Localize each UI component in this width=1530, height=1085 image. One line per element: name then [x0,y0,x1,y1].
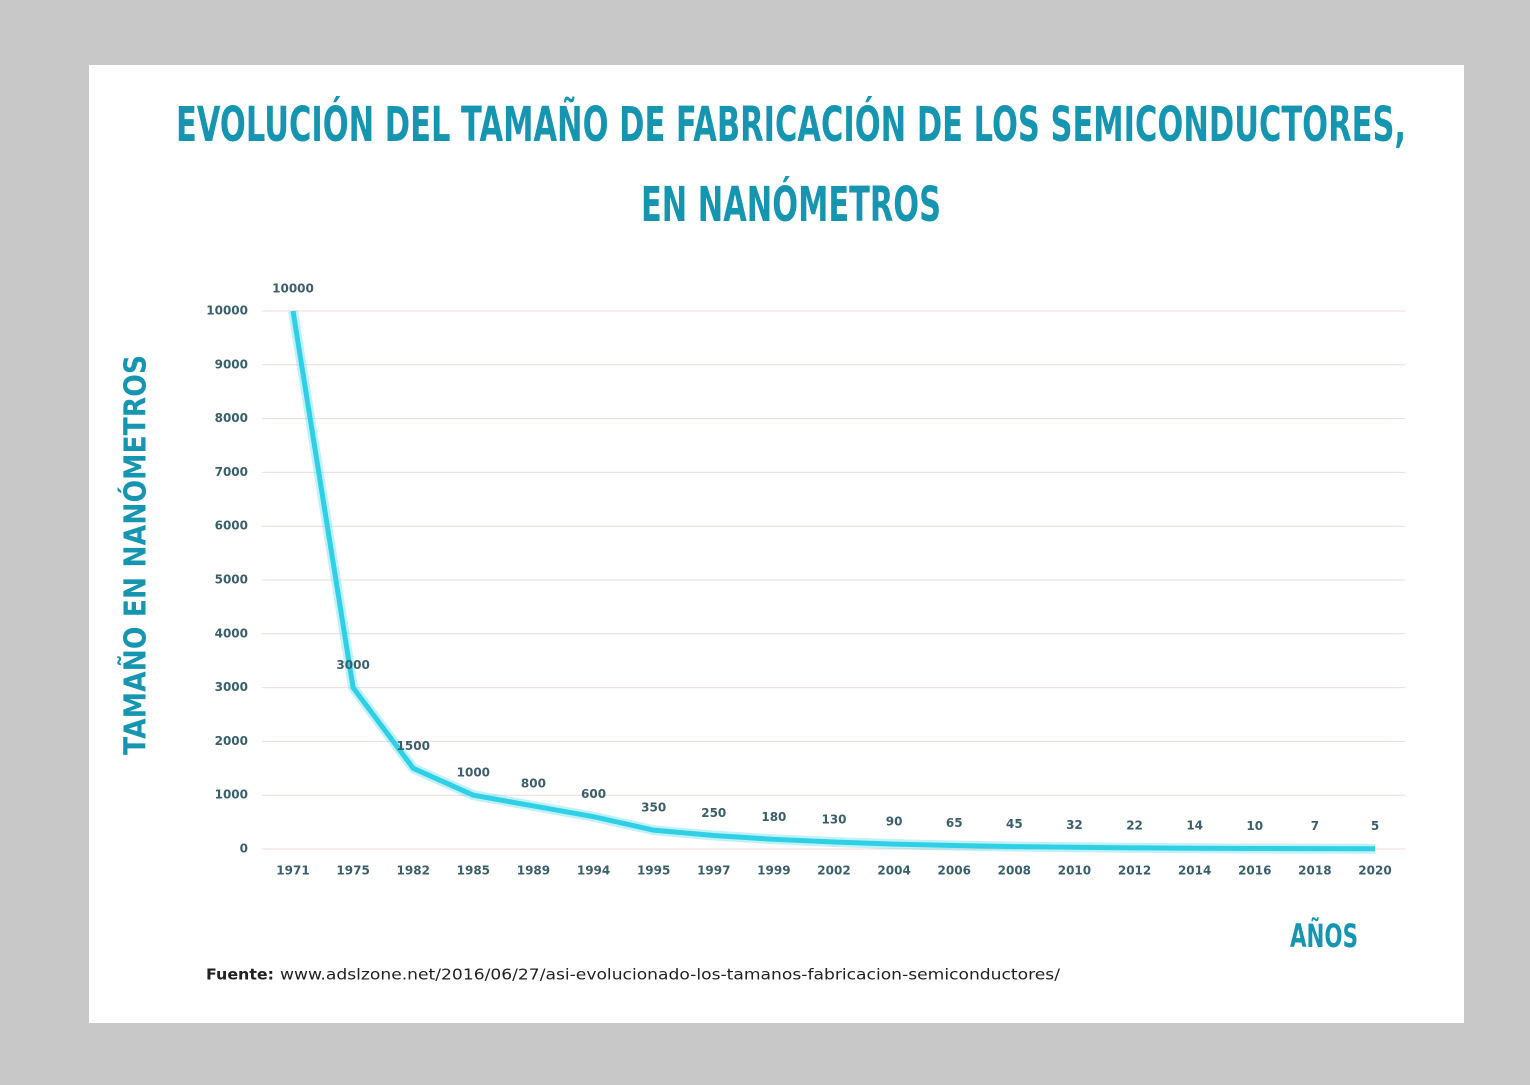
chart-title: EVOLUCIÓN DEL TAMAÑO DE FABRICACIÓN DE L… [176,96,1406,153]
y-axis-label: TAMAÑO EN NANÓMETROS [117,355,154,755]
x-tick-label: 1989 [517,864,550,878]
x-tick-label: 1982 [397,864,430,878]
y-tick-label: 3000 [215,680,248,694]
data-label: 22 [1126,818,1143,832]
y-tick-label: 6000 [215,519,248,533]
source-label: Fuente: [206,966,274,984]
x-tick-label: 1971 [276,864,309,878]
x-tick-label: 2016 [1238,864,1271,878]
data-label: 32 [1066,818,1083,832]
x-tick-label: 2002 [817,864,850,878]
card [89,65,1464,1023]
y-tick-label: 4000 [215,626,248,640]
x-tick-label: 2008 [998,864,1031,878]
x-tick-label: 1985 [457,864,490,878]
chart-title: EN NANÓMETROS [641,176,941,233]
y-tick-label: 7000 [215,465,248,479]
data-label: 250 [701,806,726,820]
data-label: 10000 [272,282,314,296]
x-tick-label: 2014 [1178,864,1211,878]
y-tick-label: 0 [240,842,248,856]
x-tick-label: 1994 [577,864,610,878]
x-tick-label: 1999 [757,864,790,878]
x-axis-label: AÑOS [1290,917,1358,955]
y-tick-label: 1000 [215,788,248,802]
data-label: 65 [946,816,963,830]
data-label: 90 [886,815,903,829]
y-tick-label: 10000 [206,304,248,318]
y-tick-label: 2000 [215,734,248,748]
x-tick-label: 1997 [697,864,730,878]
line [290,310,1376,852]
data-label: 1000 [457,766,490,780]
x-tick-label: 2018 [1298,864,1331,878]
y-tick-label: 9000 [215,357,248,371]
data-label: 600 [581,787,606,801]
data-label: 350 [641,801,666,815]
data-label: 10 [1246,819,1263,833]
x-tick-label: 2004 [877,864,910,878]
data-label: 1500 [397,739,430,753]
x-tick-label: 1975 [336,864,369,878]
data-label: 14 [1186,819,1203,833]
data-label: 5 [1371,819,1379,833]
data-label: 7 [1311,819,1319,833]
data-label: 3000 [336,658,369,672]
x-tick-label: 2010 [1058,864,1091,878]
x-tick-label: 2020 [1358,864,1391,878]
x-tick-label: 2006 [938,864,971,878]
source-text: www.adslzone.net/2016/06/27/asi-evolucio… [280,966,1061,984]
y-tick-label: 5000 [215,573,248,587]
data-label: 800 [521,776,546,790]
data-label: 180 [761,810,786,824]
x-tick-label: 1995 [637,864,670,878]
x-tick-label: 2012 [1118,864,1151,878]
y-tick-label: 8000 [215,411,248,425]
data-label: 130 [821,813,846,827]
data-label: 45 [1006,817,1023,831]
